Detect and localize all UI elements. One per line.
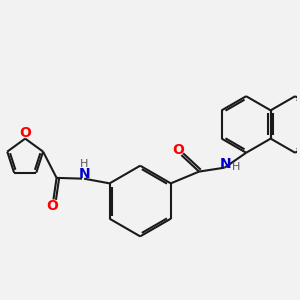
Text: O: O bbox=[19, 126, 31, 140]
Text: N: N bbox=[220, 157, 231, 171]
Text: N: N bbox=[78, 167, 90, 181]
Text: O: O bbox=[46, 199, 58, 213]
Text: O: O bbox=[173, 142, 184, 157]
Text: H: H bbox=[231, 162, 240, 172]
Text: H: H bbox=[80, 159, 88, 169]
